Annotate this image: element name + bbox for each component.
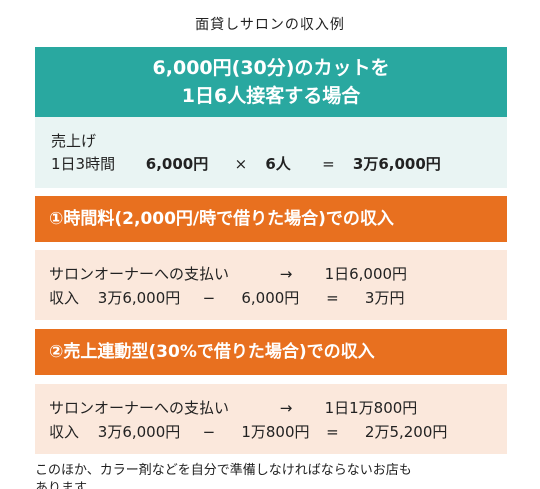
scenario-line-1: 6,000円(30分)のカットを — [152, 57, 390, 79]
linked-income-row: 収入 3万6,000円 − 1万800円 = 2万5,200円 — [49, 420, 507, 444]
sales-row: 1日3時間 6,000円 × 6人 = 3万6,000円 — [51, 153, 507, 176]
hourly-arrow: → — [279, 265, 293, 283]
linked-income-label: 収入 — [49, 423, 80, 441]
linked-income-gross: 3万6,000円 — [97, 423, 181, 441]
hourly-heading: ①時間料(2,000円/時で借りた場合)での収入 — [49, 209, 394, 229]
page-title: 面貸しサロンの収入例 — [195, 17, 345, 33]
sales-price: 6,000円 — [145, 155, 209, 173]
hourly-income-gross: 3万6,000円 — [97, 289, 181, 307]
linked-pay-value: 1日1万800円 — [324, 399, 418, 417]
hourly-box: サロンオーナーへの支払い → 1日6,000円 収入 3万6,000円 − 6,… — [35, 250, 507, 320]
linked-pay-label: サロンオーナーへの支払い — [49, 399, 230, 417]
footer-note-continued: あります — [35, 481, 88, 489]
footer-note: このほか、カラー剤などを自分で準備しなければならないお店も — [35, 463, 412, 478]
sales-label: 売上げ — [51, 132, 97, 150]
linked-equals-sign: = — [326, 423, 339, 441]
hourly-minus-sign: − — [202, 289, 216, 307]
linked-heading: ②売上連動型(30%で借りた場合)での収入 — [49, 342, 375, 362]
hourly-heading-bar: ①時間料(2,000円/時で借りた場合)での収入 — [35, 196, 507, 242]
linked-box: サロンオーナーへの支払い → 1日1万800円 収入 3万6,000円 − 1万… — [35, 384, 507, 454]
sales-hours: 1日3時間 — [51, 155, 116, 173]
hourly-pay-row: サロンオーナーへの支払い → 1日6,000円 — [49, 262, 507, 286]
sales-total: 3万6,000円 — [352, 155, 441, 173]
hourly-pay-label: サロンオーナーへの支払い — [49, 265, 230, 283]
scenario-line-2: 1日6人接客する場合 — [181, 85, 361, 107]
hourly-equals-sign: = — [326, 289, 339, 307]
sales-box: 売上げ 1日3時間 6,000円 × 6人 = 3万6,000円 — [35, 117, 507, 188]
hourly-income-label: 収入 — [49, 289, 80, 307]
sales-equals-sign: = — [322, 155, 335, 173]
linked-heading-bar: ②売上連動型(30%で借りた場合)での収入 — [35, 329, 507, 375]
sales-people: 6人 — [265, 155, 291, 173]
hourly-income-deduct: 6,000円 — [241, 289, 300, 307]
hourly-pay-value: 1日6,000円 — [324, 265, 408, 283]
scenario-banner: 6,000円(30分)のカットを 1日6人接客する場合 — [35, 47, 507, 117]
hourly-income-net: 3万円 — [364, 289, 405, 307]
linked-arrow: → — [279, 399, 293, 417]
linked-income-net: 2万5,200円 — [364, 423, 448, 441]
linked-pay-row: サロンオーナーへの支払い → 1日1万800円 — [49, 396, 507, 420]
linked-minus-sign: − — [202, 423, 216, 441]
linked-income-deduct: 1万800円 — [241, 423, 310, 441]
sales-times-sign: × — [234, 155, 248, 173]
hourly-income-row: 収入 3万6,000円 − 6,000円 = 3万円 — [49, 286, 507, 310]
